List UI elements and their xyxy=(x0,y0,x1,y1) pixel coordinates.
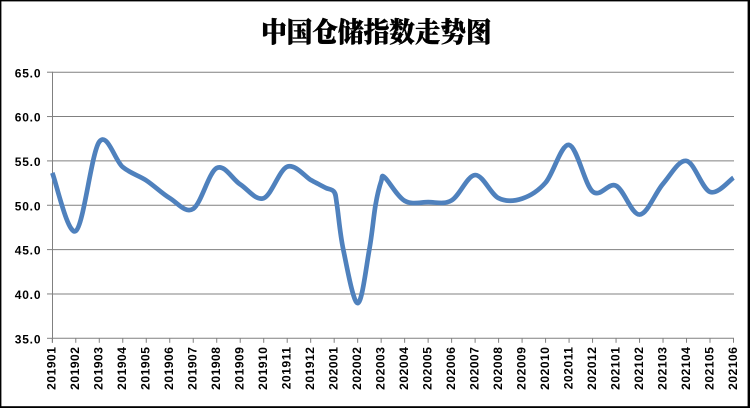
svg-text:201908: 201908 xyxy=(209,347,223,390)
svg-text:202007: 202007 xyxy=(468,347,482,390)
svg-text:202101: 202101 xyxy=(608,347,622,390)
svg-text:202012: 202012 xyxy=(585,347,599,390)
svg-text:201902: 201902 xyxy=(68,347,82,390)
svg-text:202008: 202008 xyxy=(491,347,505,390)
svg-text:201906: 201906 xyxy=(162,347,176,390)
svg-text:202104: 202104 xyxy=(679,347,693,390)
svg-text:202009: 202009 xyxy=(514,347,528,390)
svg-text:201905: 201905 xyxy=(139,347,153,390)
svg-text:201909: 201909 xyxy=(233,347,247,390)
svg-text:35.0: 35.0 xyxy=(15,332,42,346)
svg-text:202001: 202001 xyxy=(327,347,341,390)
svg-text:201911: 201911 xyxy=(280,347,294,390)
svg-text:202105: 202105 xyxy=(702,347,716,390)
svg-text:201910: 201910 xyxy=(256,347,270,390)
svg-text:202010: 202010 xyxy=(538,347,552,390)
svg-text:202011: 202011 xyxy=(561,347,575,390)
svg-text:202004: 202004 xyxy=(397,347,411,390)
svg-text:201901: 201901 xyxy=(45,347,59,390)
svg-text:201904: 201904 xyxy=(115,347,129,390)
svg-text:65.0: 65.0 xyxy=(15,66,42,80)
svg-text:60.0: 60.0 xyxy=(15,111,42,125)
svg-text:202006: 202006 xyxy=(444,347,458,390)
svg-text:50.0: 50.0 xyxy=(15,199,42,213)
svg-text:201912: 201912 xyxy=(303,347,317,390)
svg-text:55.0: 55.0 xyxy=(15,155,42,169)
svg-text:202002: 202002 xyxy=(350,347,364,390)
svg-text:202102: 202102 xyxy=(632,347,646,390)
svg-text:202106: 202106 xyxy=(726,347,740,390)
svg-text:201907: 201907 xyxy=(186,347,200,390)
svg-text:202005: 202005 xyxy=(421,347,435,390)
svg-text:45.0: 45.0 xyxy=(15,244,42,258)
svg-text:202003: 202003 xyxy=(374,347,388,390)
svg-text:40.0: 40.0 xyxy=(15,288,42,302)
svg-text:202103: 202103 xyxy=(655,347,669,390)
svg-text:201903: 201903 xyxy=(92,347,106,390)
